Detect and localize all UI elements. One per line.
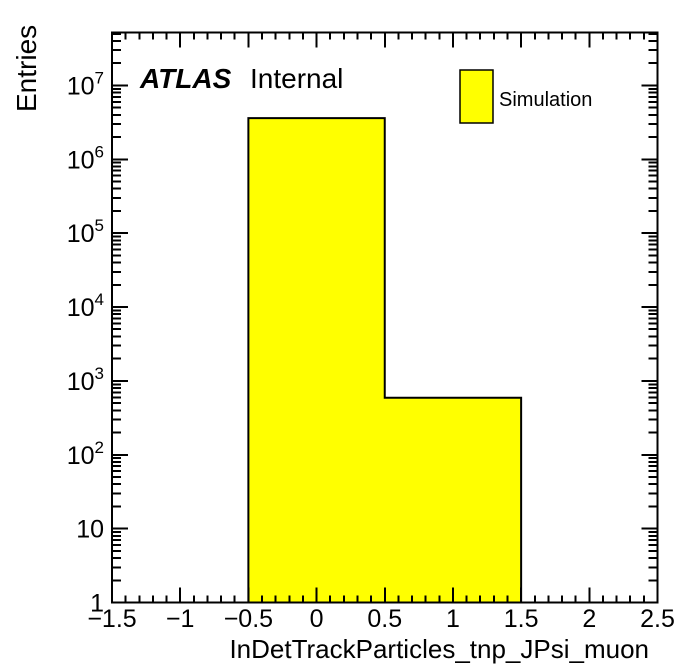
y-tick-label: 1 [90,590,104,618]
y-tick-label: 10 [76,516,104,544]
atlas-experiment-text: ATLAS [139,63,232,94]
x-tick-label: −1 [166,605,195,633]
x-tick-label: −0.5 [224,605,273,633]
y-tick-label: 102 [67,438,104,470]
y-tick-label: 105 [67,216,104,248]
x-tick-label: 2.5 [640,605,675,633]
x-tick-label: 0.5 [367,605,402,633]
x-tick-label: 2 [582,605,596,633]
x-tick-label: 1.5 [504,605,539,633]
atlas-label: ATLAS Internal [139,63,343,94]
legend-swatch [459,69,494,124]
y-tick-label: 107 [67,68,104,100]
y-tick-label: 104 [67,290,104,322]
atlas-status-text: Internal [250,63,343,94]
y-axis-title: Entries [11,25,42,112]
x-tick-label: 1 [446,605,460,633]
legend-entry-label: Simulation [499,89,592,111]
x-tick-label: −1.5 [87,605,136,633]
y-tick-label: 106 [67,142,104,174]
y-tick-label: 103 [67,364,104,396]
legend: Simulation [459,69,592,124]
x-axis-title: InDetTrackParticles_tnp_JPsi_muon [229,634,649,664]
axis-ticks [111,32,659,604]
x-tick-label: 0 [310,605,324,633]
